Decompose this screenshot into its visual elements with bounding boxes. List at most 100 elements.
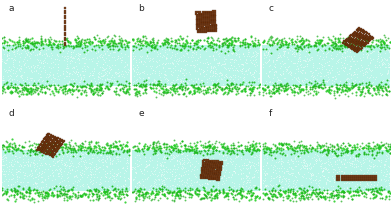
Point	[78, 76, 84, 79]
Point	[261, 150, 268, 153]
Point	[88, 83, 94, 86]
Point	[131, 177, 137, 180]
Point	[63, 67, 69, 70]
Point	[210, 20, 216, 23]
Point	[22, 51, 29, 55]
Point	[301, 166, 308, 169]
Point	[27, 163, 33, 167]
Point	[148, 44, 154, 47]
Point	[345, 47, 351, 50]
Point	[51, 57, 58, 60]
Point	[21, 46, 27, 49]
Point	[308, 172, 314, 176]
Point	[200, 165, 206, 168]
Point	[330, 76, 336, 79]
Point	[136, 75, 142, 79]
Point	[94, 194, 100, 197]
Point	[24, 78, 31, 81]
Point	[180, 54, 187, 57]
Point	[255, 77, 261, 80]
Point	[207, 174, 213, 178]
Point	[192, 191, 198, 194]
Point	[370, 174, 376, 177]
Point	[79, 192, 85, 196]
Point	[320, 144, 326, 147]
Point	[221, 60, 227, 63]
Point	[57, 169, 64, 173]
Point	[386, 49, 392, 52]
Point	[122, 83, 128, 87]
Point	[107, 187, 113, 190]
Point	[243, 173, 249, 176]
Point	[204, 13, 210, 17]
Point	[182, 166, 188, 169]
Point	[292, 46, 298, 50]
Point	[78, 164, 84, 168]
Point	[273, 37, 279, 41]
Point	[251, 145, 257, 148]
Point	[330, 47, 336, 51]
Point	[236, 52, 243, 56]
Point	[167, 56, 173, 59]
Point	[207, 160, 213, 164]
Point	[182, 146, 188, 150]
Point	[25, 38, 31, 41]
Point	[385, 143, 391, 146]
Point	[73, 44, 79, 48]
Point	[188, 145, 194, 148]
Point	[100, 167, 106, 171]
Point	[172, 170, 178, 173]
Point	[181, 43, 188, 46]
Point	[293, 49, 299, 52]
Point	[273, 150, 279, 153]
Point	[135, 83, 141, 86]
Point	[252, 198, 258, 202]
Point	[103, 71, 109, 75]
Point	[343, 149, 349, 152]
Point	[363, 38, 369, 41]
Point	[304, 189, 310, 192]
Point	[372, 170, 379, 174]
Point	[62, 147, 68, 150]
Point	[97, 93, 103, 96]
Point	[161, 176, 167, 179]
Point	[157, 146, 163, 149]
Point	[228, 143, 234, 147]
Point	[68, 147, 74, 151]
Point	[346, 190, 352, 194]
Point	[359, 50, 365, 53]
Point	[342, 45, 348, 49]
Point	[27, 86, 33, 90]
Point	[59, 138, 65, 142]
Point	[62, 186, 68, 189]
Point	[358, 141, 365, 144]
Point	[204, 164, 210, 167]
Point	[163, 92, 170, 95]
Point	[9, 167, 15, 170]
Point	[277, 72, 283, 76]
Point	[28, 48, 34, 51]
Point	[376, 71, 383, 74]
Point	[83, 57, 89, 60]
Point	[103, 84, 110, 87]
Point	[240, 66, 246, 70]
Point	[42, 146, 49, 149]
Point	[181, 45, 187, 48]
Point	[121, 184, 127, 188]
Point	[281, 170, 287, 174]
Point	[158, 189, 165, 193]
Point	[192, 189, 198, 193]
Point	[34, 42, 40, 45]
Point	[386, 49, 392, 52]
Point	[173, 48, 180, 51]
Point	[26, 39, 33, 42]
Point	[162, 153, 168, 156]
Point	[140, 192, 146, 195]
Point	[73, 71, 79, 74]
Point	[68, 152, 74, 155]
Point	[151, 180, 158, 183]
Point	[37, 161, 44, 165]
Point	[43, 51, 49, 55]
Point	[194, 43, 200, 46]
Point	[8, 187, 15, 190]
